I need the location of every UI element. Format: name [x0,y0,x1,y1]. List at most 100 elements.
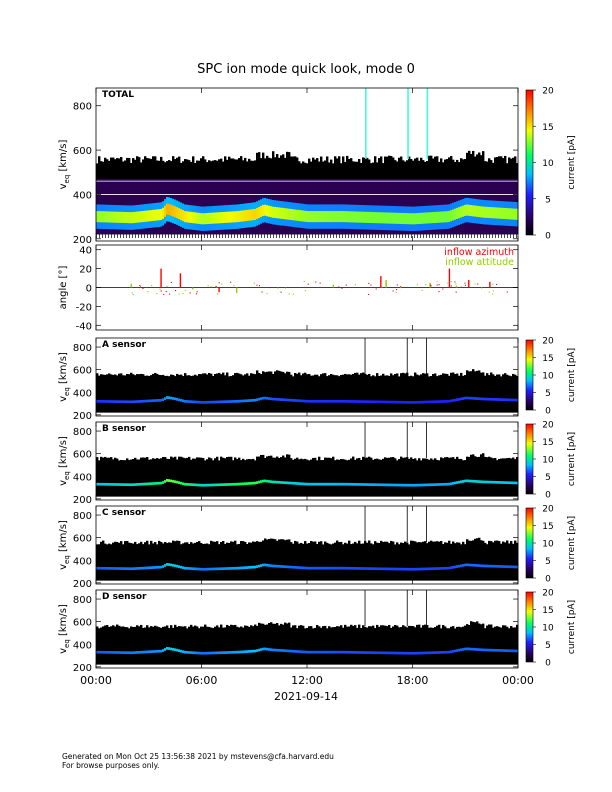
cell-background [472,369,475,413]
cell-core [478,480,481,483]
cell-background [318,376,321,413]
cell-core [242,650,245,654]
cell-core [318,566,321,570]
cell-background [230,624,233,665]
cell-core [342,482,345,486]
cell-background [248,458,251,497]
cell-background [430,540,433,581]
cell-core [476,564,479,567]
cell-core [366,400,369,404]
cell-core [398,567,401,571]
cell-core [456,207,459,219]
cell-background [154,458,157,497]
cell-core [106,650,109,654]
cell-core [170,479,173,483]
cell-core [390,651,393,655]
x-tick-label: 06:00 [186,674,218,687]
cell-core [282,565,285,568]
cell-core [134,567,137,570]
cell-background [486,544,489,581]
cell-background [254,460,257,497]
cell-core [322,399,325,403]
cell-background [122,375,125,413]
cell-core [300,210,303,222]
cell-core [342,566,345,570]
cell-background [212,375,215,413]
cell-core [512,565,515,569]
cell-core [398,483,401,487]
cell-core [454,481,457,485]
scatter-dot [285,287,287,289]
cell-background [416,460,419,497]
cell-core [438,211,441,223]
cell-core [494,648,497,652]
cell-core [246,209,249,221]
cell-core [128,567,131,571]
cell-core [264,563,267,567]
cell-core [488,206,491,219]
scatter-dot [492,293,494,295]
cell-background [340,625,343,665]
cell-core [352,211,355,223]
cell-core [320,566,323,570]
cell-background [138,459,141,497]
cell-background [512,457,515,497]
cell-background [264,457,267,497]
cell-background [226,624,229,665]
cell-background [486,625,489,665]
cell-background [398,544,401,581]
cell-core [394,212,397,224]
scatter-dot [464,284,466,286]
cell-core [378,483,381,487]
cell-core [160,481,163,485]
cell-core [284,565,287,569]
cell-core [282,207,285,219]
cell-core [234,650,237,654]
cell-background [356,543,359,581]
cell-background [240,626,243,665]
cell-background [492,627,495,665]
scatter-dot [304,290,306,292]
cell-core [440,567,443,570]
cell-core [396,651,399,655]
cell-core [242,482,245,486]
cell-core [390,212,393,224]
cell-background [182,376,185,413]
cell-core [224,400,227,404]
cell-core [376,567,379,571]
cell-background [198,457,201,497]
cell-background [332,543,335,581]
cell-background [96,544,99,581]
cell-background [240,460,243,497]
cell-background [146,457,149,497]
cell-core [204,400,207,404]
cell-core [214,567,217,571]
cell-core [262,647,265,651]
cell-core [360,483,363,486]
cell-background [380,625,383,665]
cell-core [354,483,357,486]
cell-core [432,212,435,224]
cell-background [238,543,241,581]
x-tick-label: 00:00 [80,674,112,687]
cell-core [448,210,451,223]
cell-core [252,398,255,402]
cell-core [164,397,167,400]
cell-background [106,457,109,497]
cell-core [354,567,357,570]
cell-core [382,483,385,487]
cell-background [378,375,381,413]
cell-background [148,627,151,665]
cell-background [344,373,347,413]
cell-core [436,567,439,570]
cell-background [252,458,255,497]
cell-core [162,207,165,219]
cell-core [406,483,409,487]
cell-background [468,625,471,665]
cell-background [188,375,191,413]
cell-core [224,211,227,223]
cell-background [376,458,379,497]
cell-background [456,626,459,665]
scatter-dot [196,291,198,293]
cell-background [214,373,217,413]
